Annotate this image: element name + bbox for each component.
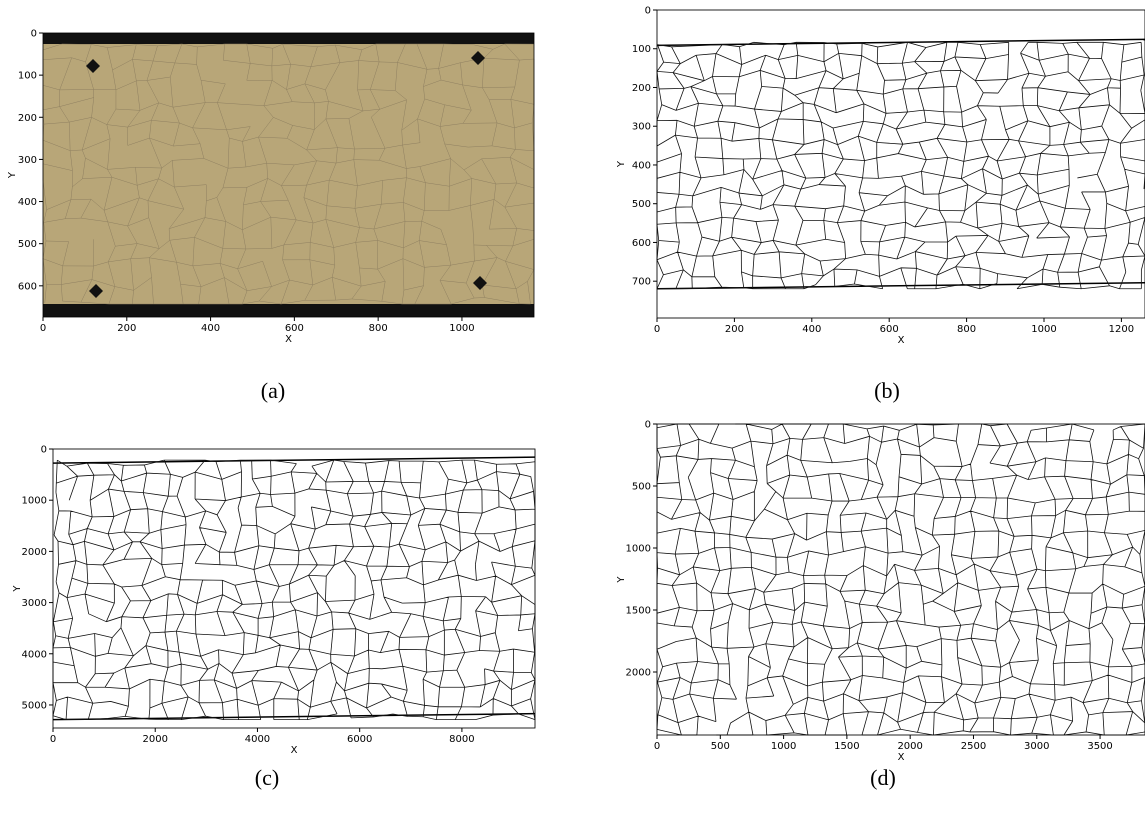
- y-tick-label: 500: [632, 199, 651, 210]
- x-tick-label: 400: [802, 324, 821, 335]
- x-tick-label: 3000: [1024, 741, 1049, 752]
- x-tick-label: 2500: [961, 741, 986, 752]
- y-tick-label: 3000: [22, 598, 47, 609]
- x-tick-label: 1000: [771, 741, 796, 752]
- x-tick-label: 6000: [347, 734, 372, 745]
- y-tick-label: 100: [632, 44, 651, 55]
- y-tick-label: 4000: [22, 649, 47, 660]
- x-tick-label: 600: [285, 323, 304, 334]
- y-axis-label: Y: [616, 160, 627, 168]
- axes-frame: [656, 9, 1145, 319]
- y-tick-label: 300: [632, 122, 651, 133]
- y-tick-label: 200: [18, 113, 37, 124]
- x-tick-label: 1000: [449, 323, 474, 334]
- x-axis-label: X: [291, 745, 298, 756]
- y-tick-label: 0: [645, 6, 651, 17]
- y-tick-label: 1000: [22, 496, 47, 507]
- y-tick-label: 700: [632, 277, 651, 288]
- x-tick-label: 500: [711, 741, 730, 752]
- x-tick-label: 600: [880, 324, 899, 335]
- y-tick-label: 0: [41, 445, 47, 456]
- dark-band: [43, 304, 534, 317]
- sample-edge: [52, 456, 536, 464]
- x-tick-label: 200: [117, 323, 136, 334]
- y-tick-label: 500: [18, 239, 37, 250]
- x-tick-label: 800: [369, 323, 388, 334]
- caption: (a): [261, 378, 285, 403]
- x-tick-label: 0: [654, 741, 660, 752]
- caption: (b): [874, 378, 900, 403]
- indent-mark: [473, 276, 487, 290]
- x-tick-label: 1500: [834, 741, 859, 752]
- x-tick-label: 0: [50, 734, 56, 745]
- y-axis-label: Y: [616, 576, 627, 584]
- y-axis-label: Y: [12, 585, 23, 593]
- y-tick-label: 100: [18, 71, 37, 82]
- indent-mark: [86, 59, 100, 73]
- x-tick-label: 0: [654, 324, 660, 335]
- y-tick-label: 300: [18, 155, 37, 166]
- sample-edge: [52, 712, 536, 721]
- y-tick-label: 0: [645, 420, 651, 431]
- y-tick-label: 600: [632, 238, 651, 249]
- grain-map: [52, 448, 536, 729]
- grain-boundaries: [656, 41, 1145, 290]
- micrograph: [43, 33, 534, 317]
- y-tick-label: 500: [632, 482, 651, 493]
- x-tick-label: 4000: [245, 734, 270, 745]
- grain-boundaries: [52, 459, 536, 721]
- caption: (d): [870, 765, 896, 790]
- grain-map: [656, 9, 1145, 319]
- sample-edge: [656, 38, 1145, 47]
- x-tick-label: 200: [725, 324, 744, 335]
- x-axis-label: X: [898, 752, 905, 763]
- indent-mark: [471, 51, 485, 65]
- caption: (c): [255, 765, 279, 790]
- y-axis-label: Y: [7, 171, 18, 179]
- dark-band: [43, 33, 534, 44]
- y-tick-label: 200: [632, 83, 651, 94]
- x-tick-label: 2000: [897, 741, 922, 752]
- y-tick-label: 0: [31, 29, 37, 40]
- x-tick-label: 1200: [1109, 324, 1134, 335]
- y-tick-label: 2000: [22, 547, 47, 558]
- x-axis-label: X: [898, 335, 905, 346]
- grain-boundaries: [656, 423, 1145, 736]
- x-tick-label: 8000: [449, 734, 474, 745]
- y-tick-label: 5000: [22, 700, 47, 711]
- y-tick-label: 2000: [626, 668, 651, 679]
- y-tick-label: 400: [632, 160, 651, 171]
- axes-frame: [656, 423, 1145, 736]
- x-axis-label: X: [285, 334, 292, 345]
- y-tick-label: 400: [18, 197, 37, 208]
- x-tick-label: 400: [201, 323, 220, 334]
- x-tick-label: 2000: [143, 734, 168, 745]
- y-tick-label: 1000: [626, 544, 651, 555]
- y-tick-label: 600: [18, 281, 37, 292]
- x-tick-label: 1000: [1031, 324, 1056, 335]
- x-tick-label: 0: [40, 323, 46, 334]
- y-tick-label: 1500: [626, 606, 651, 617]
- x-tick-label: 800: [957, 324, 976, 335]
- axes-frame: [42, 32, 535, 318]
- indent-mark: [89, 284, 103, 298]
- axes-frame: [52, 448, 536, 729]
- x-tick-label: 3500: [1087, 741, 1112, 752]
